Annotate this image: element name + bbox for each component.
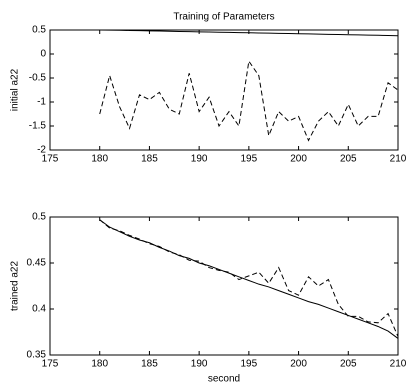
y-tick-label: 0.45 [27, 258, 47, 269]
x-tick-label: 175 [42, 359, 59, 370]
data-line [99, 219, 399, 339]
x-tick-label: 200 [290, 359, 307, 370]
x-tick-label: 195 [241, 359, 258, 370]
x-tick-label: 210 [390, 359, 407, 370]
data-line [99, 29, 399, 37]
y-tick-label: 0.35 [27, 350, 47, 361]
data-line [99, 59, 399, 142]
data-line [99, 219, 399, 337]
x-tick-label: 185 [141, 359, 158, 370]
y-tick-label: -2 [37, 145, 46, 156]
y-tick-label: 0.4 [32, 304, 46, 315]
y-tick-label: -0.5 [29, 73, 47, 84]
chart-title: Training of Parameters [173, 12, 274, 23]
x-axis-label: second [208, 374, 240, 385]
y-tick-label: -1 [37, 97, 46, 108]
x-tick-label: 210 [390, 154, 407, 165]
y-tick-label: 0.5 [32, 25, 46, 36]
x-tick-label: 185 [141, 154, 158, 165]
x-tick-label: 190 [191, 154, 208, 165]
x-tick-label: 175 [42, 154, 59, 165]
y-tick-label: 0 [40, 49, 46, 60]
x-tick-label: 180 [91, 154, 108, 165]
y-axis-label: trained a22 [10, 261, 21, 311]
x-tick-label: 200 [290, 154, 307, 165]
x-tick-label: 205 [340, 154, 357, 165]
x-tick-label: 180 [91, 359, 108, 370]
x-tick-label: 195 [241, 154, 258, 165]
x-tick-label: 190 [191, 359, 208, 370]
plot-frame [49, 216, 399, 356]
plot-frame [49, 29, 399, 151]
y-tick-label: 0.5 [32, 212, 46, 223]
y-tick-label: -1.5 [29, 121, 47, 132]
x-tick-label: 205 [340, 359, 357, 370]
y-axis-label: initial a22 [10, 68, 21, 111]
